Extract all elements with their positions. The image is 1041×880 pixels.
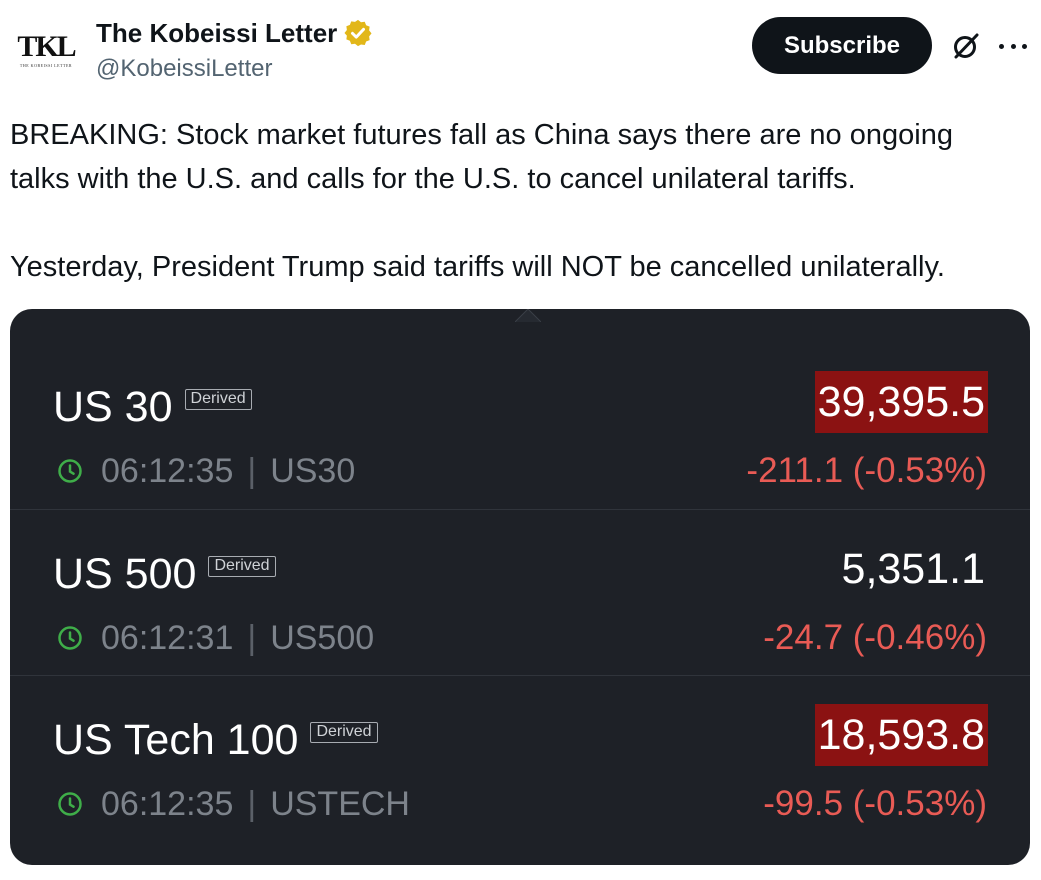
- quote-time: 06:12:35: [101, 451, 234, 490]
- dot-icon: [999, 43, 1004, 49]
- tweet-text: BREAKING: Stock market futures fall as C…: [10, 113, 1035, 289]
- derived-badge: Derived: [184, 389, 252, 410]
- quote-card-image[interactable]: US 30 Derived 06:12:35 | US30 39,395.5 -…: [10, 309, 1030, 865]
- tweet-text-line: Yesterday, President Trump said tariffs …: [10, 251, 945, 283]
- quote-row-us30: US 30 Derived 06:12:35 | US30 39,395.5 -…: [10, 343, 1030, 509]
- meta-separator: |: [247, 784, 257, 823]
- avatar-logo-subtext: THE KOBEISSI LETTER: [19, 62, 73, 68]
- tweet-text-line: talks with the U.S. and calls for the U.…: [10, 163, 856, 195]
- instrument-line: US 500 Derived: [53, 548, 276, 600]
- quote-row-ustech: US Tech 100 Derived 06:12:35 | USTECH 18…: [10, 675, 1030, 841]
- quote-time: 06:12:31: [101, 618, 234, 657]
- quote-price: 39,395.5: [814, 371, 988, 433]
- subscribe-button[interactable]: Subscribe: [752, 17, 932, 74]
- tweet-header: TKL THE KOBEISSI LETTER The Kobeissi Let…: [0, 0, 1041, 100]
- quote-symbol: US30: [270, 451, 356, 490]
- more-dots-icon[interactable]: [995, 28, 1031, 64]
- meta-separator: |: [247, 451, 257, 490]
- gold-verified-badge-icon[interactable]: [343, 18, 373, 48]
- tweet-text-line: BREAKING: Stock market futures fall as C…: [10, 119, 953, 151]
- avatar-logo-text: TKL: [17, 29, 76, 63]
- grok-icon[interactable]: [950, 30, 982, 62]
- clock-icon: [58, 792, 82, 816]
- quote-change: -24.7 (-0.46%): [763, 618, 987, 657]
- dot-icon: [1022, 43, 1027, 49]
- clock-icon: [58, 626, 82, 650]
- paragraph-gap: [10, 201, 1035, 245]
- user-handle[interactable]: @KobeissiLetter: [96, 55, 273, 82]
- derived-badge: Derived: [208, 556, 276, 577]
- clock-icon: [58, 459, 82, 483]
- dot-icon: [1010, 43, 1016, 49]
- meta-separator: |: [247, 618, 257, 657]
- quote-row-us500: US 500 Derived 06:12:31 | US500 5,351.1 …: [10, 509, 1030, 675]
- instrument-line: US 30 Derived: [53, 381, 252, 433]
- instrument-name: US 500: [53, 550, 197, 598]
- instrument-name: US 30: [53, 383, 173, 431]
- quote-price: 18,593.8: [814, 704, 988, 766]
- quote-price: 5,351.1: [841, 545, 985, 593]
- quote-symbol: US500: [270, 618, 375, 657]
- quote-meta: 06:12:31 | US500: [57, 618, 374, 658]
- derived-badge: Derived: [310, 722, 378, 743]
- quote-change: -99.5 (-0.53%): [763, 784, 987, 823]
- display-name[interactable]: The Kobeissi Letter: [96, 17, 338, 48]
- quote-meta: 06:12:35 | US30: [57, 451, 355, 491]
- quote-meta: 06:12:35 | USTECH: [57, 784, 410, 824]
- quote-symbol: USTECH: [270, 784, 410, 823]
- card-notch: [515, 309, 541, 322]
- instrument-line: US Tech 100 Derived: [53, 714, 378, 766]
- name-row: The Kobeissi Letter: [96, 17, 373, 49]
- quote-time: 06:12:35: [101, 784, 234, 823]
- quote-change: -211.1 (-0.53%): [746, 451, 987, 490]
- instrument-name: US Tech 100: [53, 716, 299, 764]
- avatar[interactable]: TKL THE KOBEISSI LETTER: [10, 14, 82, 86]
